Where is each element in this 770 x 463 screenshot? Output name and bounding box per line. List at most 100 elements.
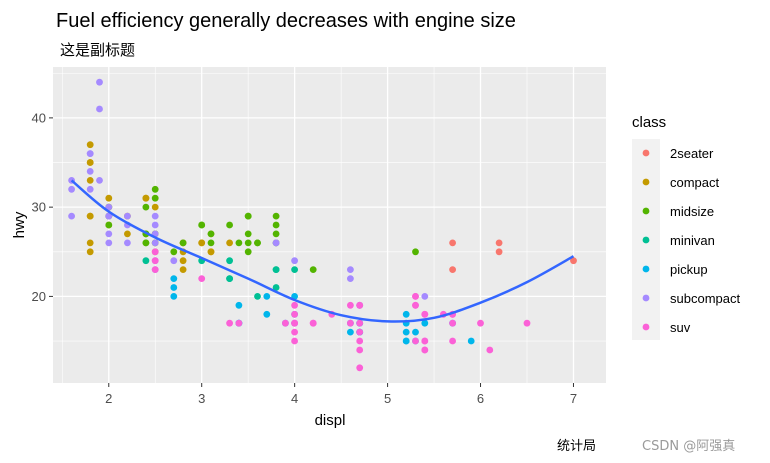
data-point-pickup xyxy=(263,293,271,300)
legend-label-midsize: midsize xyxy=(670,204,714,219)
legend-label-pickup: pickup xyxy=(670,262,708,277)
data-point-midsize xyxy=(142,239,150,247)
data-point-pickup xyxy=(170,293,178,300)
legend-key-subcompact xyxy=(642,294,650,302)
data-point-midsize xyxy=(235,239,243,247)
data-point-compact xyxy=(226,239,234,247)
data-point-suv xyxy=(449,319,456,327)
data-point-suv xyxy=(477,319,484,327)
data-point-subcompact xyxy=(86,168,94,175)
data-point-midsize xyxy=(254,239,261,247)
data-point-subcompact xyxy=(272,239,280,247)
data-point-suv xyxy=(291,301,298,309)
watermark: CSDN @阿强真 xyxy=(642,439,735,454)
data-point-midsize xyxy=(170,248,178,256)
data-point-suv xyxy=(309,319,317,327)
data-point-midsize xyxy=(179,239,187,247)
data-point-subcompact xyxy=(151,221,159,229)
legend-label-subcompact: subcompact xyxy=(670,291,740,306)
data-point-suv xyxy=(421,337,429,345)
data-point-compact xyxy=(86,212,94,220)
data-point-subcompact xyxy=(68,185,75,193)
data-point-compact xyxy=(142,194,150,202)
data-point-suv xyxy=(412,301,419,309)
x-tick-label: 4 xyxy=(291,391,298,406)
data-point-pickup xyxy=(347,328,354,336)
data-point-subcompact xyxy=(86,185,94,193)
data-point-pickup xyxy=(402,310,410,318)
legend-label-compact: compact xyxy=(670,175,720,190)
data-point-subcompact xyxy=(124,212,131,220)
data-point-midsize xyxy=(272,221,280,229)
data-point-midsize xyxy=(226,221,234,229)
data-point-midsize xyxy=(309,266,317,273)
data-point-suv xyxy=(151,257,159,265)
data-point-suv xyxy=(356,337,364,345)
data-point-suv xyxy=(226,319,234,327)
data-point-compact xyxy=(105,194,113,202)
data-point-suv xyxy=(523,319,531,327)
data-point-midsize xyxy=(244,230,252,238)
data-point-midsize xyxy=(198,221,206,229)
data-point-compact xyxy=(198,239,206,247)
data-point-compact xyxy=(179,257,187,265)
y-tick-label: 20 xyxy=(32,289,46,304)
data-point-midsize xyxy=(244,239,252,247)
y-tick-label: 30 xyxy=(32,200,46,215)
data-point-suv xyxy=(291,319,298,327)
plot-panel xyxy=(53,67,606,383)
legend-key-midsize xyxy=(642,207,650,215)
data-point-pickup xyxy=(402,328,410,336)
data-point-compact xyxy=(179,266,187,273)
data-point-minivan xyxy=(272,284,280,291)
data-point-suv xyxy=(347,301,354,309)
data-point-compact xyxy=(86,177,94,184)
data-point-midsize xyxy=(272,230,280,238)
data-point-subcompact xyxy=(105,212,113,220)
data-point-suv xyxy=(449,337,456,345)
smooth-trend-line xyxy=(70,179,575,323)
data-point-compact xyxy=(207,248,215,256)
data-point-suv xyxy=(291,328,298,336)
data-point-subcompact xyxy=(96,78,103,86)
data-point-compact xyxy=(86,239,94,247)
data-point-subcompact xyxy=(86,150,94,158)
data-point-compact xyxy=(86,141,94,149)
data-point-pickup xyxy=(402,337,410,345)
data-point-suv xyxy=(356,364,364,372)
data-point-2seater xyxy=(449,266,456,273)
data-point-suv xyxy=(347,319,354,327)
data-point-suv xyxy=(412,293,419,300)
data-point-suv xyxy=(356,319,364,327)
data-point-suv xyxy=(291,310,298,318)
data-point-minivan xyxy=(254,293,261,300)
data-point-pickup xyxy=(467,337,475,345)
data-point-pickup xyxy=(170,284,178,291)
x-tick-label: 2 xyxy=(105,391,112,406)
data-point-2seater xyxy=(495,239,503,247)
data-point-midsize xyxy=(412,248,419,256)
data-point-pickup xyxy=(421,319,429,327)
panel-background xyxy=(53,67,606,383)
data-point-suv xyxy=(282,319,289,327)
data-point-suv xyxy=(421,310,429,318)
legend-label-suv: suv xyxy=(670,320,691,335)
x-tick-label: 5 xyxy=(384,391,391,406)
data-point-subcompact xyxy=(105,239,113,247)
data-point-minivan xyxy=(272,266,280,273)
data-point-minivan xyxy=(226,275,234,282)
chart-title: Fuel efficiency generally decreases with… xyxy=(56,10,516,32)
data-point-midsize xyxy=(244,212,252,220)
data-point-midsize xyxy=(207,230,215,238)
data-point-compact xyxy=(151,203,159,211)
data-point-suv xyxy=(356,301,364,309)
data-point-subcompact xyxy=(105,230,113,238)
legend-title: class xyxy=(632,114,666,131)
axes: 2 3 4 5 6 7 20 30 40 xyxy=(32,110,578,406)
data-point-compact xyxy=(124,230,131,238)
legend-key-minivan xyxy=(642,236,650,244)
data-point-midsize xyxy=(244,248,252,256)
data-point-subcompact xyxy=(96,105,103,113)
x-tick-label: 6 xyxy=(477,391,484,406)
